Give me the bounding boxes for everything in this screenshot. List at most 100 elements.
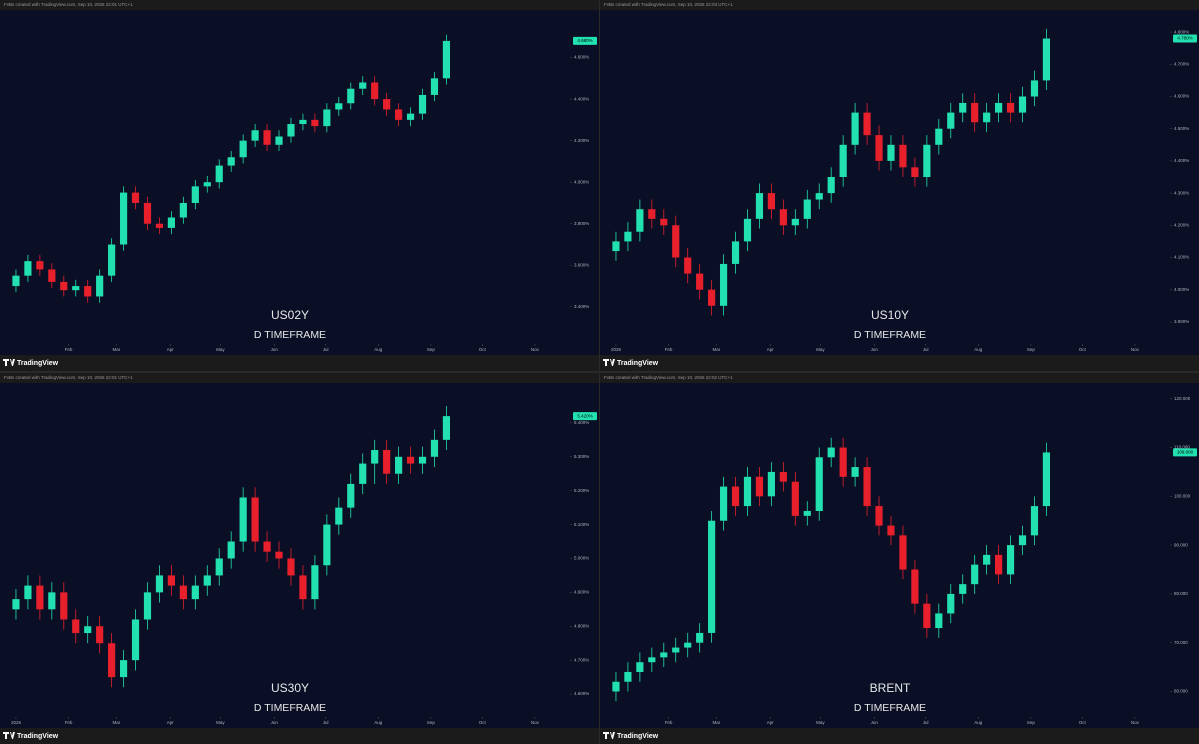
candle-body — [203, 182, 211, 187]
candle-body — [347, 483, 355, 508]
candle-body — [755, 476, 764, 497]
candle-body — [923, 144, 931, 177]
candle-body — [335, 103, 343, 110]
y-tick-label: 60.000 — [1174, 689, 1188, 694]
candle-body — [935, 613, 943, 629]
candle-body — [108, 643, 116, 678]
y-tick-label: 5.100% — [574, 522, 589, 527]
y-tick-label: 110.000 — [1174, 445, 1190, 450]
y-tick-label: 3.600% — [574, 262, 589, 267]
y-tick-label: 90.000 — [1174, 542, 1188, 547]
last-price-label: 4.680% — [577, 38, 592, 43]
candle-body — [995, 554, 1003, 575]
candle-body — [395, 109, 403, 120]
watermark-timeframe: D TIMEFRAME — [254, 702, 326, 714]
candle-body — [959, 584, 967, 594]
candle-body — [731, 241, 740, 264]
candle-body — [875, 506, 883, 526]
x-tick-label: May — [216, 720, 225, 725]
watermark-timeframe: D TIMEFRAME — [854, 329, 926, 341]
y-tick-label: 4.800% — [1174, 29, 1189, 34]
candle-body — [839, 144, 847, 177]
candle-body — [755, 193, 764, 219]
panel-header-bar — [0, 373, 599, 383]
candle-body — [791, 218, 799, 226]
last-price-box — [1173, 34, 1197, 43]
candle-body — [323, 524, 331, 566]
candle-body — [803, 510, 811, 516]
candle-body — [406, 113, 415, 120]
y-tick-label: 4.800% — [574, 623, 589, 628]
candle-body — [442, 40, 451, 79]
candle-body — [323, 109, 331, 127]
candle-body — [660, 652, 668, 658]
x-tick-label: Feb — [665, 347, 673, 352]
candle-body — [371, 450, 379, 464]
candle-body — [636, 209, 644, 232]
candle-body — [779, 209, 787, 226]
candle-body — [430, 439, 439, 457]
candle-body — [299, 575, 307, 600]
y-tick-label: 4.000% — [1174, 287, 1189, 292]
candle-body — [875, 135, 883, 161]
candle-body — [96, 626, 104, 644]
x-tick-label: May — [816, 720, 825, 725]
y-tick-label: 4.400% — [1174, 158, 1189, 163]
candle-body — [287, 124, 295, 137]
candle-body — [155, 575, 164, 593]
candle-body — [24, 261, 32, 276]
x-tick-label: Aug — [974, 720, 983, 725]
candle-body — [395, 456, 403, 474]
x-tick-label: Nov — [1131, 347, 1140, 352]
candle-body — [827, 447, 835, 458]
panel-header-bar — [600, 0, 1199, 10]
x-tick-label: 2026 — [611, 347, 622, 352]
x-tick-label: Sep — [1027, 720, 1036, 725]
y-tick-label: 120.000 — [1174, 396, 1191, 401]
x-tick-label: Sep — [427, 720, 436, 725]
x-tick-label: Aug — [374, 347, 383, 352]
panel-header-bar — [600, 373, 1199, 383]
candle-body — [971, 564, 979, 585]
x-tick-label: Mar — [713, 347, 721, 352]
candle-body — [179, 585, 187, 600]
candle-body — [442, 416, 451, 440]
candle-body — [1042, 38, 1051, 81]
candle-body — [48, 592, 56, 610]
y-tick-label: 5.400% — [574, 420, 589, 425]
candle-body — [72, 286, 80, 291]
footer-brand: TradingView — [17, 360, 59, 367]
watermark-symbol: US02Y — [271, 308, 309, 322]
candle-body — [743, 218, 752, 242]
x-tick-label: Jul — [323, 347, 329, 352]
candle-body — [215, 165, 223, 183]
candle-body — [119, 192, 128, 245]
candle-body — [767, 471, 775, 497]
candle-body — [299, 119, 307, 125]
candle-body — [167, 217, 175, 228]
candle-body — [624, 671, 632, 682]
candle-body — [612, 681, 620, 692]
panel-header-bar — [0, 0, 599, 10]
candle-body — [263, 130, 271, 145]
candle-body — [911, 569, 919, 604]
candle-body — [72, 619, 80, 634]
panel-header: FxBs created with TradingView.com, Sep 1… — [4, 375, 133, 380]
candle-body — [660, 218, 668, 226]
last-price-box — [573, 36, 597, 45]
candle-body — [143, 592, 152, 620]
candle-body — [708, 520, 716, 633]
candle-body — [84, 286, 92, 297]
candle-body — [851, 467, 859, 477]
x-tick-label: Sep — [1027, 347, 1036, 352]
last-price-label: 5.420% — [577, 413, 592, 418]
y-tick-label: 4.600% — [574, 691, 589, 696]
x-tick-label: Nov — [531, 720, 540, 725]
candle-body — [383, 99, 391, 110]
candle-body — [191, 585, 199, 600]
candle-body — [12, 599, 20, 610]
y-tick-label: 4.700% — [574, 657, 589, 662]
candle-body — [719, 263, 728, 306]
candle-body — [60, 592, 68, 620]
y-tick-label: 4.200% — [1174, 222, 1189, 227]
